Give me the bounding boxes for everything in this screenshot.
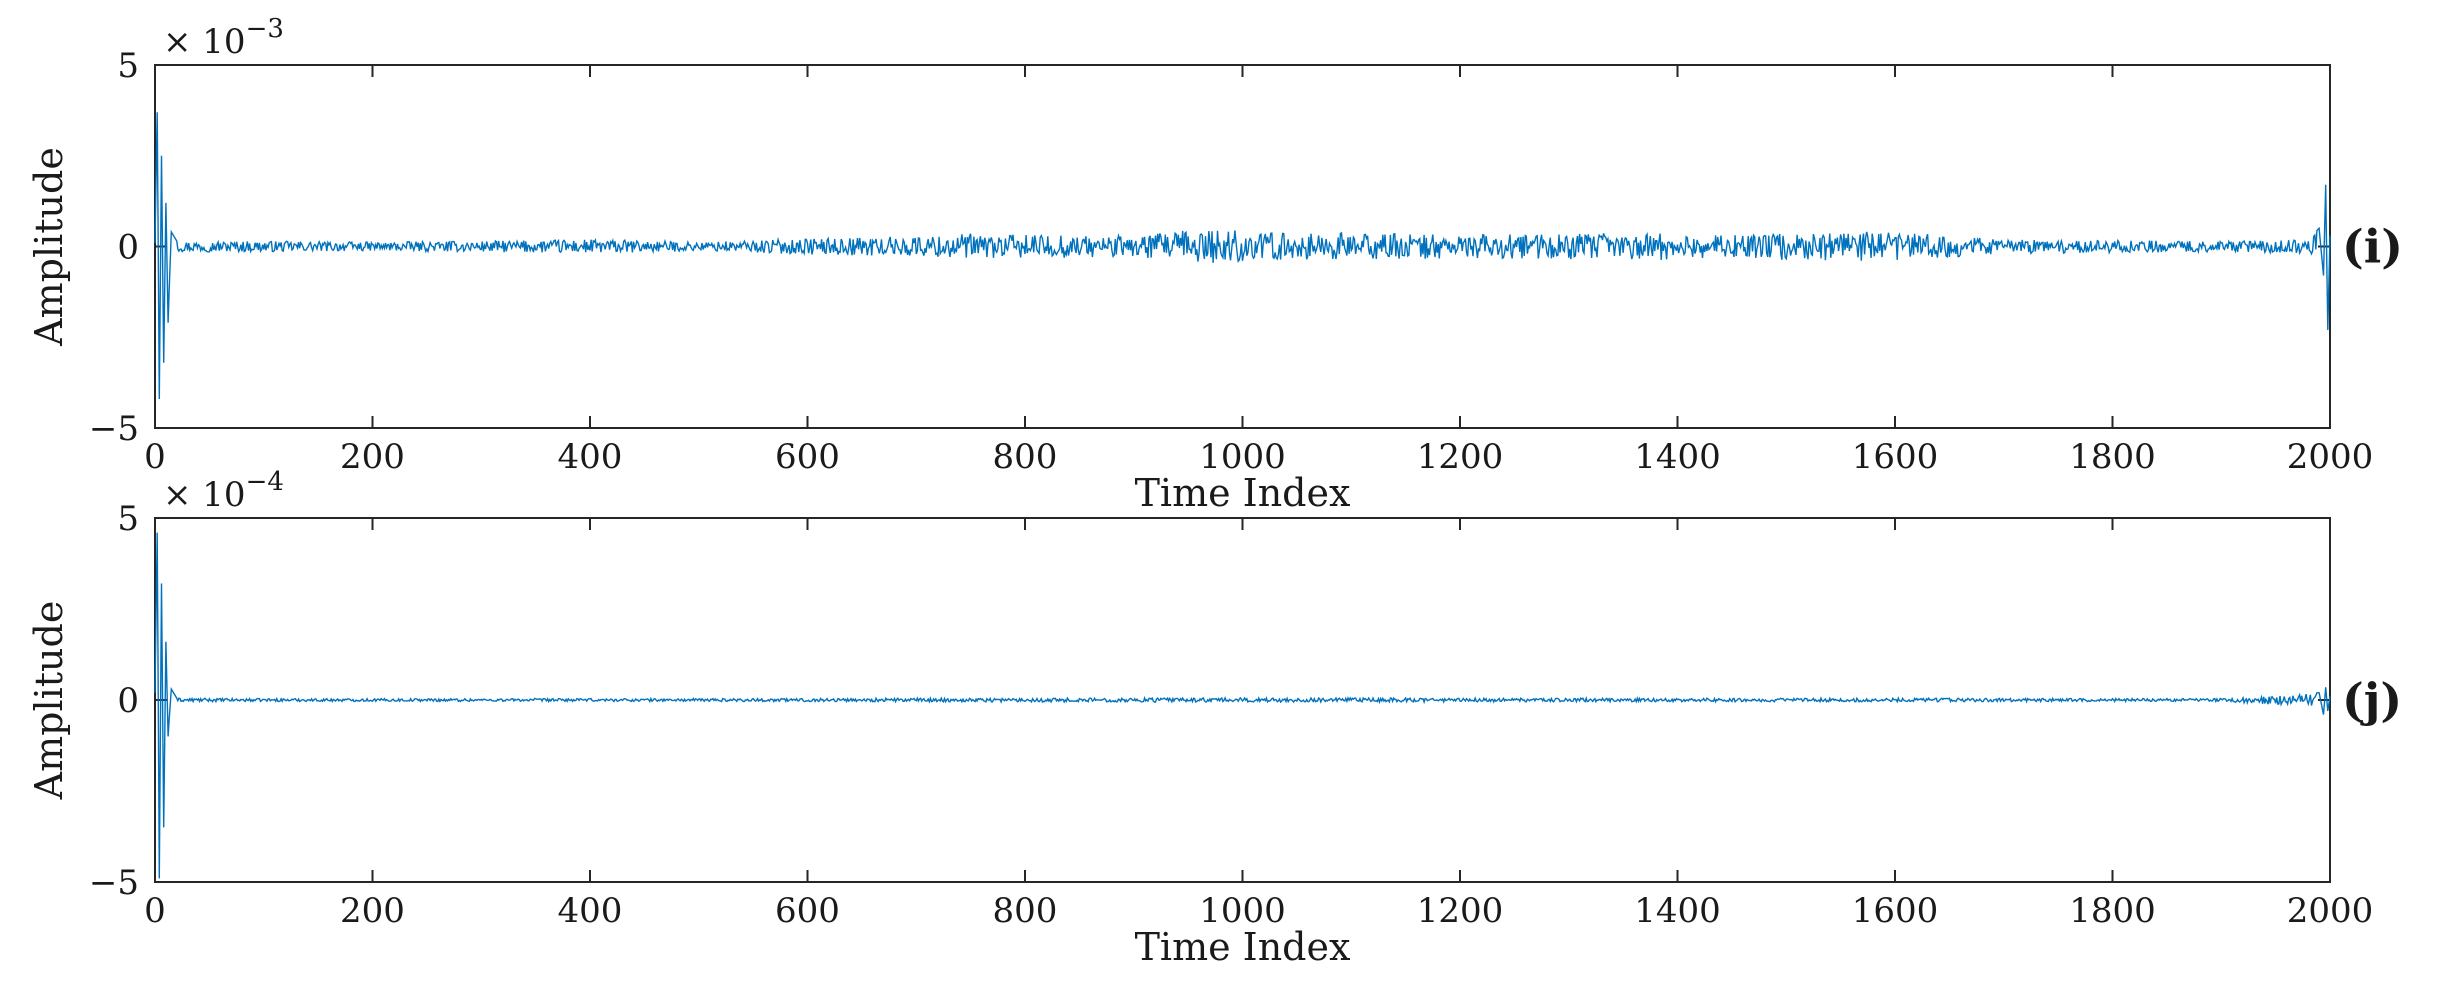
panel-tag: (j) <box>2342 673 2402 727</box>
y-exponent-label: × 10−4 <box>163 467 284 515</box>
x-tick-label: 1600 <box>1852 891 1939 931</box>
x-tick-label: 400 <box>558 891 623 931</box>
x-tick-label: 200 <box>340 437 405 477</box>
x-tick-label: 800 <box>993 437 1058 477</box>
exponent-power: −4 <box>246 467 284 497</box>
exponent-base: × 10 <box>163 475 246 515</box>
x-tick-label: 1000 <box>1199 891 1286 931</box>
y-axis-label: Amplitude <box>27 147 71 347</box>
x-tick-label: 2000 <box>2287 437 2374 477</box>
exponent-power: −3 <box>246 14 284 44</box>
series-line <box>154 112 2331 400</box>
exponent-base: × 10 <box>163 22 246 62</box>
x-tick-label: 800 <box>993 891 1058 931</box>
x-tick-label: 600 <box>775 437 840 477</box>
y-axis-label: Amplitude <box>27 601 71 801</box>
x-tick-label: 1200 <box>1417 437 1504 477</box>
x-tick-label: 1600 <box>1852 437 1939 477</box>
x-tick-label: 400 <box>558 437 623 477</box>
y-tick-label: 0 <box>117 681 139 721</box>
y-tick-label: −5 <box>89 409 139 449</box>
x-axis-label: Time Index <box>1135 925 1351 969</box>
panel-j: 0 200 400 600 800 1000 1200 1400 1600 1800 2000−50… <box>27 467 2402 969</box>
x-tick-label: 1400 <box>1634 437 1721 477</box>
y-exponent-label: × 10−3 <box>163 14 284 62</box>
x-axis-label: Time Index <box>1135 471 1351 515</box>
y-tick-label: 5 <box>117 499 139 539</box>
x-tick-label: 200 <box>340 891 405 931</box>
x-tick-label: 1800 <box>2069 891 2156 931</box>
panel-tag: (i) <box>2342 220 2403 274</box>
x-tick-label: 1400 <box>1634 891 1721 931</box>
x-tick-label: 1200 <box>1417 891 1504 931</box>
y-tick-label: −5 <box>89 863 139 903</box>
y-tick-label: 5 <box>117 46 139 86</box>
x-tick-label: 1800 <box>2069 437 2156 477</box>
y-tick-label: 0 <box>117 228 139 268</box>
x-tick-label: 0 <box>144 437 166 477</box>
x-tick-label: 0 <box>144 891 166 931</box>
x-tick-label: 600 <box>775 891 840 931</box>
series-line <box>154 532 2331 879</box>
x-tick-label: 2000 <box>2287 891 2374 931</box>
panel-i: 0 200 400 600 800 1000 1200 1400 1600 1800 2000−50… <box>27 14 2403 515</box>
x-tick-label: 1000 <box>1199 437 1286 477</box>
